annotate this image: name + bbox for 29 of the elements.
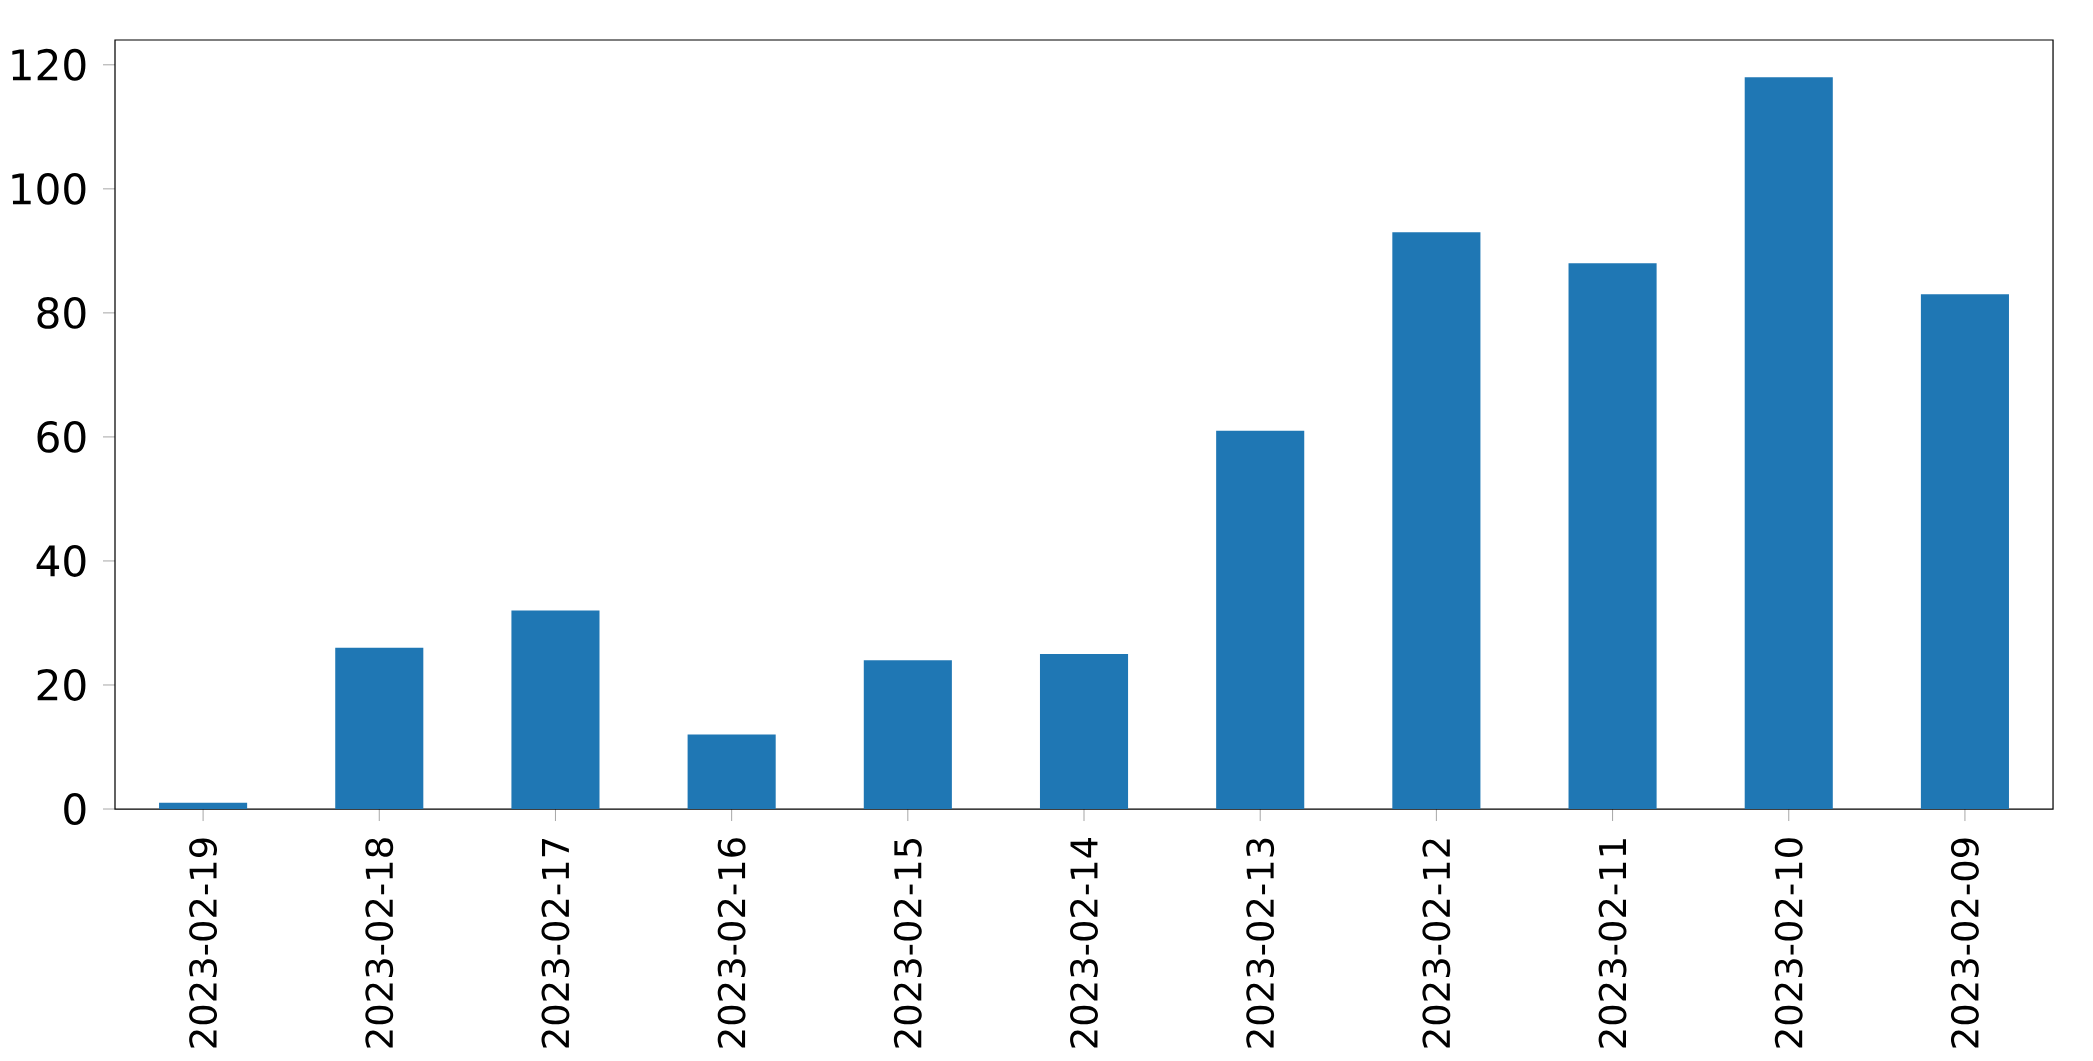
- y-tick-label: 0: [64, 793, 86, 825]
- y-tick-label: 60: [37, 420, 86, 453]
- bar: [687, 734, 776, 810]
- bar: [1216, 430, 1305, 810]
- bar: [1920, 294, 2009, 810]
- x-tick-label: 2023-02-10: [1774, 838, 1803, 1048]
- bar: [335, 647, 424, 810]
- x-tick-label: 2023-02-12: [1422, 839, 1451, 1048]
- x-tick-label: 2023-02-09: [1950, 838, 1979, 1048]
- x-tick-label: 2023-02-19: [189, 838, 218, 1048]
- bar: [1568, 263, 1657, 810]
- bar: [1392, 232, 1481, 810]
- x-tick-label: 2023-02-15: [893, 839, 922, 1048]
- y-tick-label: 20: [37, 669, 86, 701]
- x-tick-label: 2023-02-13: [1246, 838, 1275, 1048]
- y-tick-label: 100: [12, 172, 86, 205]
- x-tick-label: 2023-02-14: [1070, 837, 1098, 1048]
- bar: [1744, 77, 1833, 810]
- bar: [159, 802, 248, 810]
- bar: [863, 660, 952, 810]
- x-tick-label: 2023-02-18: [365, 838, 394, 1048]
- y-tick-label: 120: [12, 48, 86, 81]
- x-tick-label: 2023-02-11: [1598, 839, 1627, 1048]
- y-tick-label: 40: [36, 544, 86, 577]
- x-tick-label: 2023-02-17: [541, 839, 570, 1048]
- x-tick-label: 2023-02-16: [717, 838, 746, 1048]
- bar: [511, 610, 600, 810]
- y-tick-label: 80: [37, 296, 86, 329]
- bar: [1039, 653, 1129, 810]
